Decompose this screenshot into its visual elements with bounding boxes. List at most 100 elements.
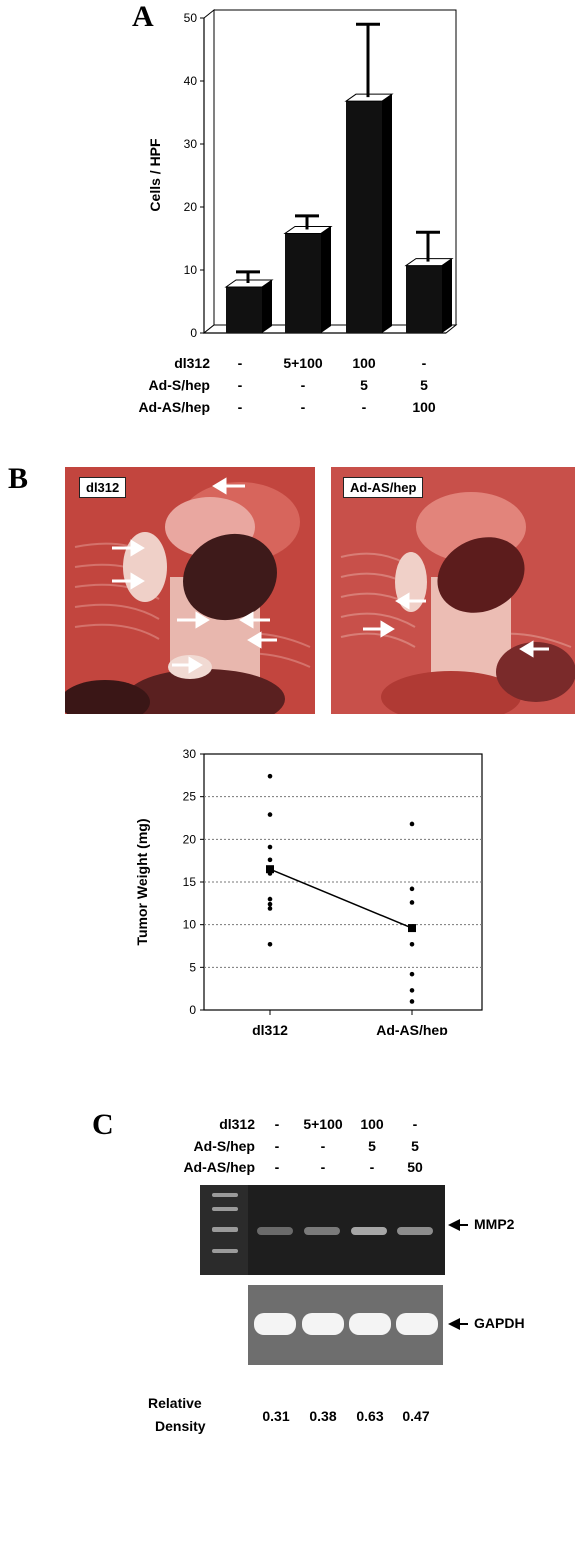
photo-label-dl312: dl312 [79, 477, 127, 498]
mmp2-bands [257, 1227, 433, 1235]
bar-chart-a: 0 10 20 30 40 50 Cells / HPF [147, 8, 458, 340]
panel-c-letter: C [92, 1108, 114, 1141]
data-point [267, 844, 273, 850]
data-point [409, 971, 415, 977]
mmp2-band-lane1 [257, 1227, 293, 1235]
bar [346, 101, 382, 333]
cell: - [320, 1159, 326, 1175]
cell: - [421, 355, 427, 371]
cell: - [300, 399, 306, 415]
row-label-ad-s-hep: Ad-S/hep [193, 1138, 255, 1154]
row-label-ad-as-hep: Ad-AS/hep [183, 1159, 255, 1175]
chart-b-y-tick-label: 0 [189, 1003, 196, 1017]
data-point [267, 941, 273, 947]
cell: 50 [407, 1159, 423, 1175]
chart-b-y-tick-label: 10 [183, 918, 197, 932]
row-label-dl312: dl312 [174, 355, 210, 371]
row-label-dl312: dl312 [219, 1116, 255, 1132]
cell: 5 [360, 377, 368, 393]
cell: - [237, 377, 243, 393]
gel-gapdh [248, 1285, 443, 1365]
mmp2-arrow-icon [448, 1219, 460, 1231]
bar-side-face [382, 94, 392, 333]
data-point [409, 988, 415, 993]
density-value: 0.38 [309, 1408, 337, 1424]
chart-b-x-tick-label: Ad-AS/hep [376, 1022, 448, 1035]
chart-b-frame [203, 753, 483, 1011]
gel-mmp2 [200, 1185, 445, 1275]
gapdh-arrow-icon [448, 1318, 460, 1330]
row-label-ad-as-hep: Ad-AS/hep [138, 399, 210, 415]
data-point [409, 941, 415, 947]
photo-ad-as-hep-illustration [331, 467, 575, 714]
density-value: 0.47 [402, 1408, 430, 1424]
photo-label-ad-as-hep: Ad-AS/hep [343, 477, 424, 498]
density-value: 0.31 [262, 1408, 290, 1424]
cell: - [369, 1159, 375, 1175]
density-value: 0.63 [356, 1408, 384, 1424]
chart-a-y-tick-label: 40 [184, 74, 198, 88]
chart-b-y-tick-label: 25 [183, 790, 197, 804]
gapdh-band-lane2 [302, 1313, 344, 1335]
cell: 5+100 [283, 355, 323, 371]
gapdh-band-lane3 [349, 1313, 391, 1335]
relative-density-label-2: Density [155, 1418, 206, 1434]
chart-b-x-tick-label: dl312 [252, 1022, 288, 1035]
cell: 100 [352, 355, 376, 371]
scatter-chart-b: 0 5 10 15 20 25 30 dl312 Ad-AS/hep Tumor Weight … [134, 747, 483, 1035]
cell: - [300, 377, 306, 393]
panel-c-conditions: dl312 Ad-S/hep Ad-AS/hep - 5+100 100 - -… [0, 1110, 575, 1180]
cell: 5 [368, 1138, 376, 1154]
chart-a-y-tick-label: 50 [184, 11, 198, 25]
data-point [409, 821, 415, 827]
gapdh-arrow-shaft [458, 1323, 468, 1325]
data-point [267, 857, 273, 863]
mouse-photo-dl312: dl312 [65, 467, 315, 714]
chart-a-y-tick-label: 10 [184, 263, 198, 277]
data-point [409, 900, 415, 905]
mean-marker [266, 865, 274, 874]
cell: - [320, 1138, 326, 1154]
data-point [267, 906, 273, 911]
bar [285, 233, 321, 333]
cell: 100 [360, 1116, 384, 1132]
panel-b-letter: B [8, 462, 29, 495]
data-point [267, 896, 273, 902]
panel-a-table: dl312 Ad-S/hep Ad-AS/hep - 5+100 100 - -… [0, 350, 575, 420]
cell: - [237, 399, 243, 415]
chart-a-depth-left [203, 8, 215, 335]
bar-side-face [262, 280, 272, 333]
mean-marker [408, 924, 416, 933]
relative-density-label-1: Relative [148, 1395, 202, 1411]
mmp2-arrow-shaft [458, 1224, 468, 1226]
mouse-photo-ad-as-hep: Ad-AS/hep [331, 467, 575, 714]
data-point [409, 999, 415, 1004]
data-point [267, 901, 273, 907]
cell: - [412, 1116, 418, 1132]
gapdh-band-lane4 [396, 1313, 438, 1335]
cell: 100 [412, 399, 436, 415]
ladder-bands [212, 1193, 238, 1253]
chart-b-y-tick-label: 5 [189, 960, 196, 974]
cell: 5+100 [303, 1116, 343, 1132]
cell: - [274, 1116, 280, 1132]
data-point [267, 812, 273, 817]
chart-b-y-tick-label: 15 [183, 875, 197, 889]
panel-a-letter: A [132, 0, 154, 33]
cell: - [274, 1138, 280, 1154]
mmp2-label: MMP2 [474, 1216, 515, 1232]
mmp2-band-lane2 [304, 1227, 340, 1235]
mmp2-band-lane3 [351, 1227, 387, 1235]
cell: 5 [411, 1138, 419, 1154]
cell: - [274, 1159, 280, 1175]
gapdh-label: GAPDH [474, 1315, 525, 1331]
chart-a-y-tick-label: 30 [184, 137, 198, 151]
photo-dl312-illustration [65, 467, 315, 714]
bar [406, 265, 442, 333]
cell: 5 [420, 377, 428, 393]
chart-a-y-tick-label: 0 [190, 326, 197, 340]
chart-a-y-label: Cells / HPF [147, 138, 163, 212]
mean-line [269, 868, 413, 929]
bar-side-face [321, 226, 331, 333]
row-label-ad-s-hep: Ad-S/hep [148, 377, 210, 393]
